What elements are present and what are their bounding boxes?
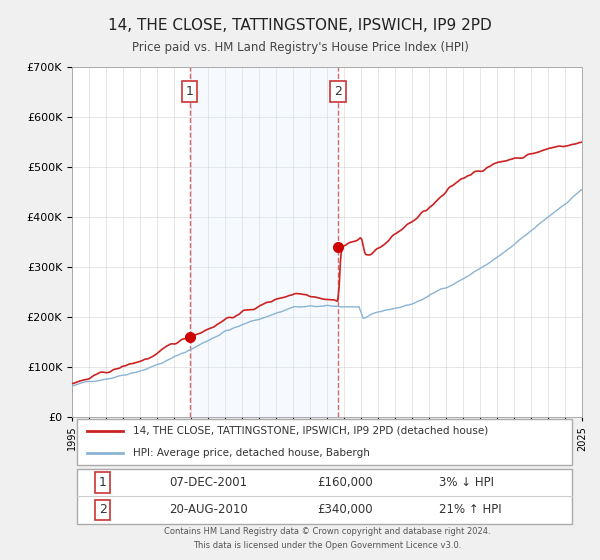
Text: £160,000: £160,000 <box>317 476 373 489</box>
Text: 1: 1 <box>186 85 194 98</box>
Text: 07-DEC-2001: 07-DEC-2001 <box>169 476 247 489</box>
FancyBboxPatch shape <box>77 469 572 524</box>
Text: 14, THE CLOSE, TATTINGSTONE, IPSWICH, IP9 2PD (detached house): 14, THE CLOSE, TATTINGSTONE, IPSWICH, IP… <box>133 426 488 436</box>
Text: £340,000: £340,000 <box>317 503 373 516</box>
Text: 2: 2 <box>98 503 107 516</box>
Text: This data is licensed under the Open Government Licence v3.0.: This data is licensed under the Open Gov… <box>193 540 461 550</box>
Text: HPI: Average price, detached house, Babergh: HPI: Average price, detached house, Babe… <box>133 448 370 458</box>
Text: 2: 2 <box>334 85 342 98</box>
Text: Price paid vs. HM Land Registry's House Price Index (HPI): Price paid vs. HM Land Registry's House … <box>131 41 469 54</box>
Text: 1: 1 <box>98 476 107 489</box>
Text: 20-AUG-2010: 20-AUG-2010 <box>169 503 248 516</box>
Text: 3% ↓ HPI: 3% ↓ HPI <box>439 476 494 489</box>
FancyBboxPatch shape <box>77 419 572 465</box>
Text: 14, THE CLOSE, TATTINGSTONE, IPSWICH, IP9 2PD: 14, THE CLOSE, TATTINGSTONE, IPSWICH, IP… <box>108 18 492 32</box>
Text: Contains HM Land Registry data © Crown copyright and database right 2024.: Contains HM Land Registry data © Crown c… <box>164 528 490 536</box>
Bar <box>190 67 338 417</box>
Text: 21% ↑ HPI: 21% ↑ HPI <box>439 503 502 516</box>
